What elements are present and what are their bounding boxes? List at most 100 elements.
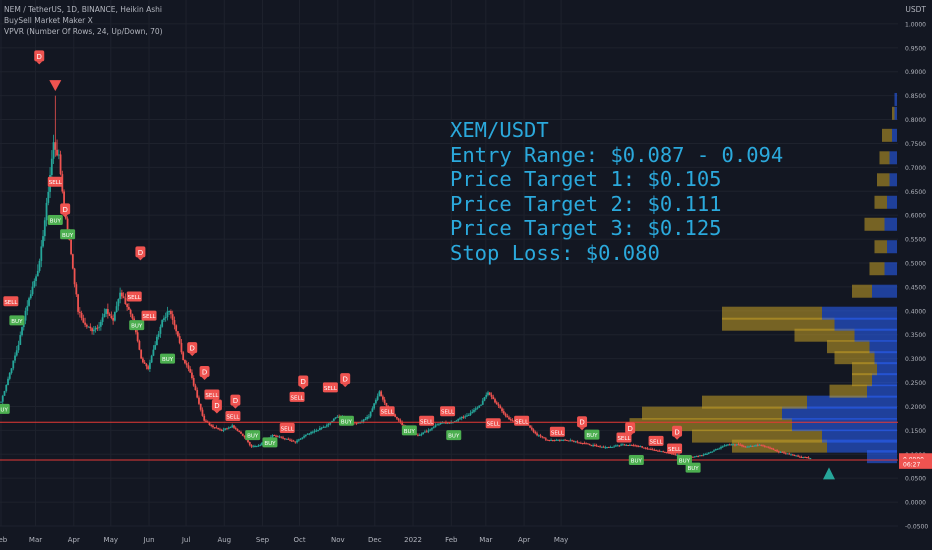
signal-sell-text: SELL xyxy=(281,426,295,432)
candle-body xyxy=(548,439,551,441)
candle-body xyxy=(417,434,419,436)
candle-body xyxy=(26,305,29,311)
time-axis-tick: Feb xyxy=(445,536,458,544)
vp-up-bar xyxy=(867,384,897,398)
symbol-line: NEM / TetherUS, 1D, BINANCE, Heikin Ashi xyxy=(4,5,162,14)
candle-body xyxy=(534,431,537,434)
vp-down-bar xyxy=(892,106,895,120)
candle-body xyxy=(431,428,433,430)
candle-body xyxy=(630,444,633,446)
signal-buy-label xyxy=(262,437,278,448)
candle-body xyxy=(637,445,640,447)
candle-body xyxy=(129,309,132,315)
candle-body xyxy=(530,427,533,430)
vp-up-bar xyxy=(887,240,897,254)
candle-body xyxy=(89,326,92,329)
candle-body xyxy=(657,450,659,452)
candle-body xyxy=(558,439,561,441)
candle-body xyxy=(628,444,631,446)
candle-body xyxy=(562,439,565,441)
candle-body xyxy=(280,436,283,438)
candle-body xyxy=(508,417,510,420)
indicator-buysell: BuySell Market Maker X xyxy=(4,16,93,25)
signal-buy-text: BUY xyxy=(247,434,259,440)
signal-buy-text: BUY xyxy=(631,459,643,465)
vp-up-bar xyxy=(807,395,897,409)
price-axis-label: 06:27 xyxy=(903,461,920,468)
signal-sell-text: SELL xyxy=(650,439,664,445)
candle-body xyxy=(185,363,188,366)
candle-body xyxy=(478,405,481,408)
candle-body xyxy=(592,445,595,447)
candle-body xyxy=(735,444,738,446)
candle-body xyxy=(303,436,305,438)
candle-body xyxy=(504,413,507,416)
vp-down-bar xyxy=(722,317,835,331)
vp-up-bar xyxy=(889,151,897,165)
candle-body xyxy=(385,403,388,406)
candle-body xyxy=(311,431,314,433)
candle-body xyxy=(658,450,661,452)
candle-body xyxy=(108,313,111,316)
time-axis-tick: Apr xyxy=(518,536,530,544)
candle-body xyxy=(590,445,593,447)
signal-buy-text: BUY xyxy=(162,357,174,363)
candle-body xyxy=(374,399,377,404)
signal-buy-text: BUY xyxy=(688,466,700,472)
signal-sell-text: SELL xyxy=(142,314,156,320)
signal-sell-text: SELL xyxy=(49,180,63,186)
candle-body xyxy=(613,446,616,448)
candle-body xyxy=(420,434,423,436)
candle-body xyxy=(77,294,79,312)
vp-down-bar xyxy=(692,429,822,443)
candle-body xyxy=(376,396,379,400)
signal-buy-text: BUY xyxy=(0,407,8,413)
candle-body xyxy=(364,418,367,420)
candle-body xyxy=(33,280,36,287)
candle-body xyxy=(585,443,588,445)
candle-body xyxy=(324,426,326,428)
signal-sell-label xyxy=(379,406,395,417)
candle-body xyxy=(192,378,195,386)
price-axis-tick: 0.8000 xyxy=(905,117,926,124)
candle-body xyxy=(82,318,85,323)
signal-d-text: D xyxy=(342,376,347,384)
candle-body xyxy=(170,310,172,315)
candle-body xyxy=(355,422,358,424)
vp-up-bar xyxy=(822,429,897,443)
candle-body xyxy=(569,440,572,442)
time-axis-tick: Jun xyxy=(143,536,155,544)
candle-body xyxy=(490,394,493,397)
time-axis-tick: May xyxy=(104,536,118,544)
candle-body xyxy=(765,446,768,448)
vp-up-bar xyxy=(872,373,897,387)
signal-sell-text: SELL xyxy=(226,415,240,421)
signal-sell-text: SELL xyxy=(551,430,565,436)
candle-body xyxy=(28,298,30,306)
candle-body xyxy=(662,451,665,453)
candle-body xyxy=(676,454,679,456)
candle-body xyxy=(373,403,376,409)
candle-body xyxy=(436,424,439,426)
candle-body xyxy=(154,345,157,350)
candle-body xyxy=(588,443,591,446)
candle-body xyxy=(198,397,200,404)
candle-body xyxy=(641,446,644,448)
candle-body xyxy=(71,254,74,269)
candle-body xyxy=(555,439,558,441)
signal-d-label xyxy=(211,399,222,411)
signal-sell-label xyxy=(141,310,157,321)
candle-body xyxy=(797,455,799,457)
candle-body xyxy=(474,408,477,410)
candle-body xyxy=(711,451,714,453)
candle-body xyxy=(536,433,538,436)
candle-body xyxy=(593,445,596,447)
signal-d-text: D xyxy=(233,397,238,405)
candle-body xyxy=(50,158,53,176)
candle-body xyxy=(98,326,101,328)
candle-body xyxy=(19,335,22,345)
candle-body xyxy=(290,440,293,442)
candle-body xyxy=(217,427,220,430)
signal-buy-label xyxy=(628,455,644,466)
